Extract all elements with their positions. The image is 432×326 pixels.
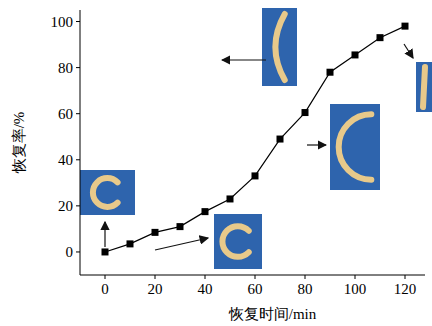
- data-point: [402, 23, 409, 30]
- x-tick-label: 0: [101, 281, 109, 297]
- data-point: [352, 51, 359, 58]
- data-point: [302, 109, 309, 116]
- inset-sample: [275, 14, 284, 80]
- x-tick-label: 100: [344, 281, 367, 297]
- arrow: [104, 222, 105, 247]
- x-tick-label: 20: [148, 281, 163, 297]
- arrow: [404, 44, 413, 58]
- x-tick: [355, 275, 356, 279]
- data-point: [227, 195, 234, 202]
- x-tick: [405, 275, 406, 279]
- y-tick: [76, 251, 80, 252]
- x-tick: [305, 275, 306, 279]
- y-tick: [76, 159, 80, 160]
- inset-sample: [423, 67, 425, 107]
- x-tick: [255, 275, 256, 279]
- y-tick-label: 60: [58, 106, 73, 122]
- y-tick: [76, 67, 80, 68]
- y-tick-label: 0: [66, 244, 74, 260]
- x-axis-title: 恢复时间/min: [228, 306, 317, 322]
- y-axis: [80, 10, 81, 275]
- y-tick-label: 80: [58, 60, 73, 76]
- inset-photo: [330, 104, 380, 190]
- x-tick: [205, 275, 206, 279]
- inset-sample: [93, 178, 118, 207]
- x-tick-label: 80: [298, 281, 313, 297]
- data-point: [152, 229, 159, 236]
- arrow: [307, 144, 326, 145]
- arrow: [222, 59, 266, 60]
- x-tick-label: 120: [394, 281, 417, 297]
- y-axis-title: 恢复率/%: [11, 112, 27, 175]
- arrow: [155, 238, 208, 250]
- inset-sample: [339, 114, 372, 179]
- inset-sample: [222, 226, 248, 257]
- x-axis: [80, 275, 425, 276]
- y-tick-label: 40: [58, 152, 73, 168]
- data-point: [127, 240, 134, 247]
- y-tick: [76, 113, 80, 114]
- data-point: [327, 69, 334, 76]
- inset-photo: [262, 8, 297, 86]
- inset-photo: [416, 62, 432, 112]
- x-tick-label: 60: [248, 281, 263, 297]
- data-point: [252, 172, 259, 179]
- x-tick: [155, 275, 156, 279]
- data-point: [177, 223, 184, 230]
- data-point: [377, 34, 384, 41]
- chart: 0 20 40 60 80 100 0 20 40 60 80 100 120 恢复时间/min 恢复率/%: [0, 0, 432, 326]
- y-tick-label: 100: [51, 14, 74, 30]
- y-tick: [76, 21, 80, 22]
- plot: [102, 23, 409, 256]
- y-tick: [76, 205, 80, 206]
- y-tick-label: 20: [58, 198, 73, 214]
- data-line: [105, 26, 405, 252]
- x-tick-label: 40: [198, 281, 213, 297]
- data-point: [277, 136, 284, 143]
- inset-photo: [214, 214, 262, 269]
- inset-photo: [80, 170, 135, 215]
- data-point: [102, 248, 109, 255]
- x-tick: [105, 275, 106, 279]
- data-point: [202, 208, 209, 215]
